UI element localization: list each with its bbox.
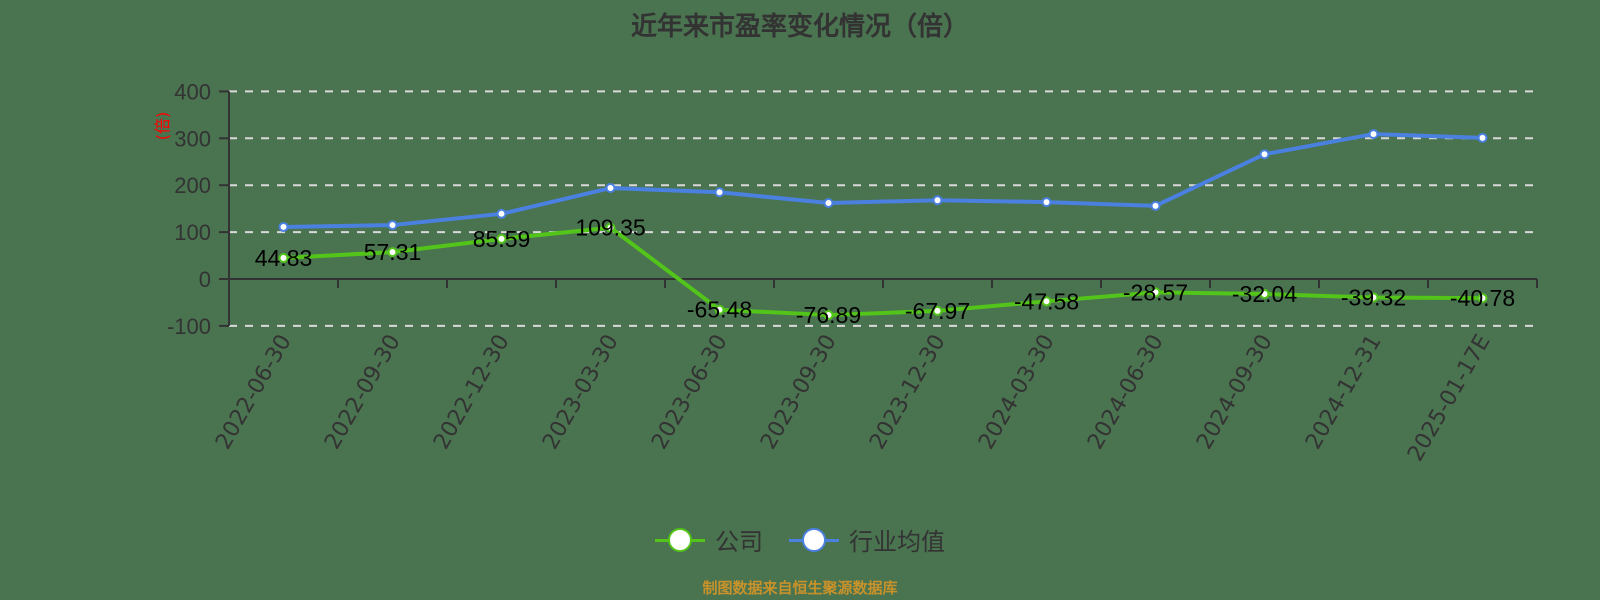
data-point[interactable] [714, 304, 725, 315]
data-label: -76.89 [796, 302, 861, 328]
y-tick-label: 200 [174, 173, 211, 198]
data-label: 44.83 [255, 245, 313, 271]
data-point[interactable] [823, 310, 834, 321]
x-tick-label: 2023-03-30 [538, 331, 624, 454]
data-label: -28.57 [1123, 279, 1188, 305]
y-tick-label: 300 [174, 126, 211, 151]
data-labels: 44.83 57.31 85.59 109.35 -65.48 -76.89 -67.97 -… [255, 215, 1515, 328]
x-tick-label: 2024-06-30 [1083, 331, 1169, 454]
data-point[interactable] [714, 187, 725, 198]
data-point[interactable] [932, 195, 943, 206]
data-point[interactable] [387, 247, 398, 258]
data-label: -67.97 [905, 298, 970, 324]
series-line [283, 225, 1483, 318]
series-lines [278, 129, 1488, 321]
data-point[interactable] [1477, 132, 1488, 143]
data-point[interactable] [1041, 197, 1052, 208]
data-point[interactable] [387, 220, 398, 231]
y-tick-label: 0 [199, 267, 211, 292]
data-point[interactable] [1259, 289, 1270, 300]
x-tick-label: 2025-01-17E [1403, 331, 1496, 466]
x-axis: 2022-06-30 2022-09-30 2022-12-30 2023-03-30… [211, 278, 1538, 466]
data-point[interactable] [823, 198, 834, 209]
data-point[interactable] [1041, 296, 1052, 307]
x-tick-label: 2024-09-30 [1192, 331, 1278, 454]
data-label: -39.32 [1341, 284, 1406, 310]
x-tick-label: 2022-06-30 [211, 331, 297, 454]
x-tick-label: 2023-06-30 [647, 331, 733, 454]
data-label: -65.48 [687, 297, 752, 323]
data-point[interactable] [1477, 293, 1488, 304]
legend-label: 行业均值 [849, 528, 945, 556]
data-point[interactable] [1150, 200, 1161, 211]
x-tick-label: 2022-09-30 [320, 331, 406, 454]
x-tick-label: 2024-03-30 [974, 331, 1060, 454]
data-label: 85.59 [473, 226, 531, 252]
legend: 公司 行业均值 [0, 522, 1600, 557]
x-tick-label: 2023-12-30 [865, 331, 951, 454]
y-tick-label: 400 [174, 79, 211, 104]
legend-item-company[interactable]: 公司 [655, 522, 763, 557]
data-point[interactable] [1259, 149, 1270, 160]
data-point[interactable] [1368, 292, 1379, 303]
legend-item-industry-average[interactable]: 行业均值 [789, 522, 945, 557]
x-tick-label: 2023-09-30 [756, 331, 842, 454]
y-tick-label: -100 [167, 314, 211, 339]
y-axis: 400 300 200 100 0 -100 [167, 79, 230, 339]
chart-title: 近年来市盈率变化情况（倍） [630, 12, 969, 42]
data-source-footer: 制图数据来自恒生聚源数据库 [702, 579, 898, 597]
circle-marker-icon [789, 525, 839, 555]
data-label: -40.78 [1450, 285, 1515, 311]
data-point[interactable] [496, 208, 507, 219]
x-tick-label: 2022-12-30 [429, 331, 515, 454]
data-label: -47.58 [1014, 288, 1079, 314]
data-point[interactable] [1368, 129, 1379, 140]
data-point[interactable] [932, 305, 943, 316]
data-label: 109.35 [575, 215, 645, 241]
y-axis-unit-label: (倍) [153, 112, 172, 141]
circle-marker-icon [655, 525, 705, 555]
legend-label: 公司 [715, 528, 763, 556]
data-label: 57.31 [364, 239, 422, 265]
grid-lines [229, 90, 1537, 327]
data-point[interactable] [278, 252, 289, 263]
y-tick-label: 100 [174, 220, 211, 245]
data-point[interactable] [605, 222, 616, 233]
x-tick-label: 2024-12-31 [1301, 331, 1387, 454]
data-point[interactable] [605, 183, 616, 194]
data-point[interactable] [496, 233, 507, 244]
data-point[interactable] [1150, 287, 1161, 298]
data-label: -32.04 [1232, 281, 1297, 307]
series-line [283, 132, 1483, 229]
data-point[interactable] [278, 221, 289, 232]
